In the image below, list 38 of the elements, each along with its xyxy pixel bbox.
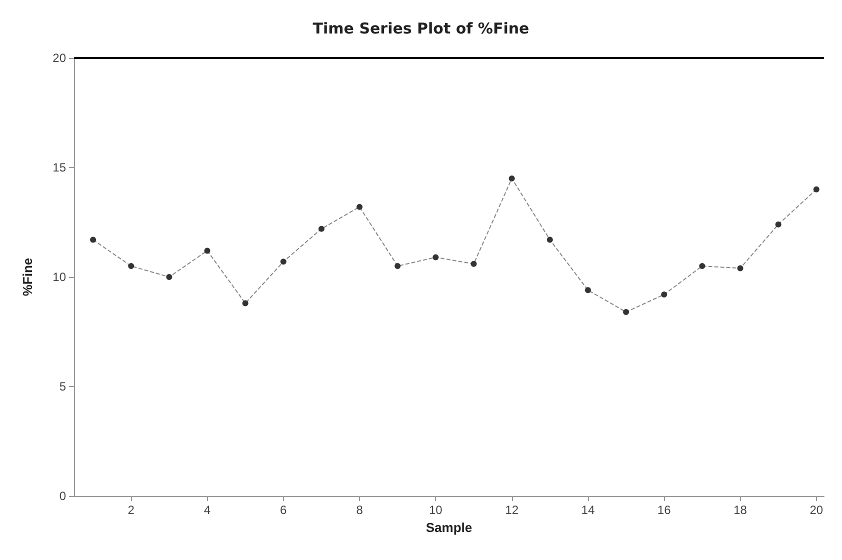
x-tick-label: 10 xyxy=(428,503,443,517)
x-tick-label: 6 xyxy=(280,503,288,517)
point xyxy=(204,248,210,254)
x-tick-label: 12 xyxy=(505,503,519,517)
x-tick-label: 2 xyxy=(128,503,135,517)
point xyxy=(623,309,630,316)
point xyxy=(775,221,782,228)
x-tick-label: 16 xyxy=(657,503,672,517)
point xyxy=(813,186,820,192)
point xyxy=(584,287,591,294)
x-tick-label: 20 xyxy=(810,503,824,517)
point xyxy=(661,292,668,298)
point xyxy=(432,254,439,260)
x-tick-label: 8 xyxy=(356,503,364,517)
point xyxy=(318,226,324,232)
chart-title: Time Series Plot of %Fine xyxy=(312,20,530,38)
point xyxy=(470,260,477,267)
point xyxy=(90,236,96,243)
point xyxy=(128,263,134,270)
x-tick-label: 4 xyxy=(204,503,211,517)
point xyxy=(394,263,401,270)
y-axis-title: %Fine xyxy=(20,258,35,296)
point xyxy=(699,263,706,270)
point xyxy=(280,258,286,265)
x-tick-label: 14 xyxy=(581,503,595,517)
point xyxy=(356,204,363,210)
point xyxy=(737,265,744,272)
y-tick-label: 10 xyxy=(52,270,66,284)
x-axis-title: Sample xyxy=(426,520,472,535)
x-tick-label: 18 xyxy=(734,503,748,517)
y-tick-label: 15 xyxy=(52,160,66,174)
point xyxy=(242,300,248,306)
y-tick-label: 5 xyxy=(59,380,66,394)
y-tick-label: 20 xyxy=(52,51,66,65)
point xyxy=(166,274,172,280)
point xyxy=(508,175,515,182)
y-tick-label: 0 xyxy=(59,489,66,503)
point xyxy=(546,236,553,243)
